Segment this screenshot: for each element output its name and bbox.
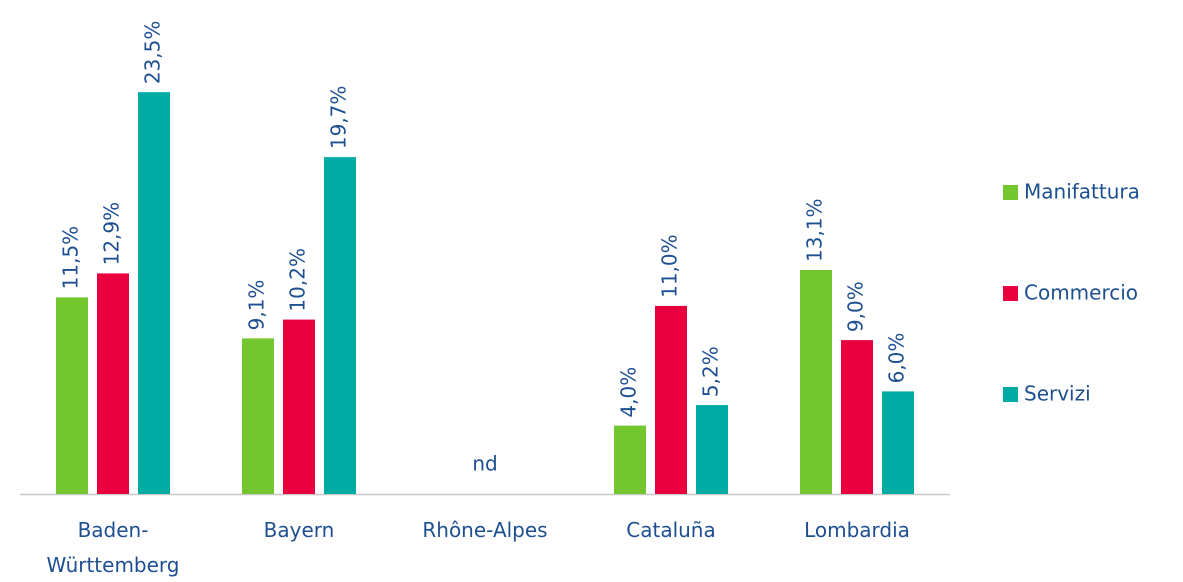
bar [655, 305, 687, 494]
bar [696, 405, 728, 494]
data-label: 11,5% [59, 226, 83, 290]
data-label: 13,1% [803, 198, 827, 262]
x-tick-label: Lombardia [804, 518, 910, 542]
legend-swatch [1003, 185, 1018, 200]
bar [841, 340, 873, 494]
data-label: 4,0% [617, 367, 641, 418]
data-label: 6,0% [885, 333, 909, 384]
data-label: 19,7% [327, 86, 351, 150]
bar [138, 92, 170, 495]
data-label: 9,0% [844, 281, 868, 332]
legend-swatch [1003, 286, 1018, 301]
x-tick-label: Baden-Württemberg [46, 518, 180, 577]
bar [882, 391, 914, 494]
bar [242, 338, 274, 494]
legend-swatch [1003, 387, 1018, 402]
bar [283, 319, 315, 494]
data-label: 5,2% [699, 346, 723, 397]
data-label: 10,2% [286, 248, 310, 312]
annotation: nd [472, 452, 497, 476]
data-label: 23,5% [141, 21, 165, 85]
data-label: 12,9% [100, 202, 124, 266]
data-label: 11,0% [658, 234, 682, 298]
bar [324, 157, 356, 494]
legend-label: Commercio [1024, 281, 1138, 305]
bar [800, 269, 832, 494]
bar [97, 273, 129, 494]
x-tick-label: Cataluña [626, 518, 716, 542]
bar [614, 425, 646, 494]
bar [56, 297, 88, 494]
data-label: 9,1% [245, 280, 269, 331]
x-tick-label: Rhône-Alpes [422, 518, 548, 542]
legend-label: Manifattura [1024, 180, 1140, 204]
x-tick-label: Bayern [263, 518, 335, 542]
legend-label: Servizi [1024, 382, 1091, 406]
